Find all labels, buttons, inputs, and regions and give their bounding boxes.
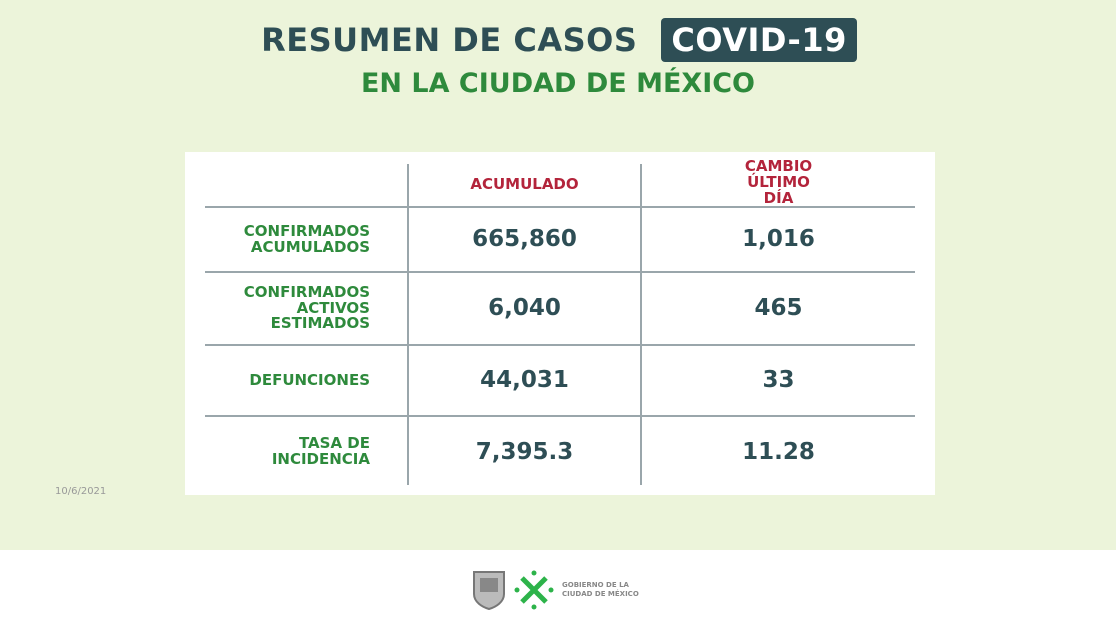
value-acumulado: 44,031 xyxy=(480,367,569,394)
cdmx-logo-icon xyxy=(514,570,554,610)
page-title: RESUMEN DE CASOS xyxy=(261,21,638,59)
column-header-cambio: CAMBIO ÚLTIMO DÍA xyxy=(744,157,813,207)
row-label: TASA DE INCIDENCIA xyxy=(271,434,370,468)
value-cambio: 465 xyxy=(754,295,803,322)
divider xyxy=(205,206,915,208)
value-cambio: 1,016 xyxy=(742,226,815,253)
header: RESUMEN DE CASOS COVID-19 EN LA CIUDAD DE… xyxy=(0,18,1116,99)
government-logos: GOBIERNO DE LA CIUDAD DE MÉXICO xyxy=(472,570,639,610)
coat-of-arms-icon xyxy=(473,571,505,610)
divider xyxy=(205,344,915,346)
row-label: CONFIRMADOS ACTIVOS ESTIMADOS xyxy=(243,282,370,333)
divider xyxy=(640,164,642,485)
row-label: DEFUNCIONES xyxy=(249,370,370,389)
divider xyxy=(205,271,915,273)
divider xyxy=(205,415,915,417)
summary-table: ACUMULADO CAMBIO ÚLTIMO DÍA CONFIRMADOS … xyxy=(185,152,935,495)
value-acumulado: 6,040 xyxy=(488,295,561,322)
logo-text: CIUDAD DE MÉXICO xyxy=(562,590,639,598)
value-cambio: 33 xyxy=(762,367,795,394)
value-acumulado: 665,860 xyxy=(472,226,577,253)
logo-text: GOBIERNO DE LA xyxy=(562,580,629,589)
footer xyxy=(0,550,1116,620)
date-label: 10/6/2021 xyxy=(55,486,107,497)
value-cambio: 11.28 xyxy=(742,438,815,465)
column-header-acumulado: ACUMULADO xyxy=(470,175,579,194)
row-label: CONFIRMADOS ACUMULADOS xyxy=(243,221,370,256)
page-subtitle: EN LA CIUDAD DE MÉXICO xyxy=(360,68,756,99)
value-acumulado: 7,395.3 xyxy=(475,438,574,465)
divider xyxy=(407,164,409,485)
covid-badge: COVID-19 xyxy=(661,18,857,62)
